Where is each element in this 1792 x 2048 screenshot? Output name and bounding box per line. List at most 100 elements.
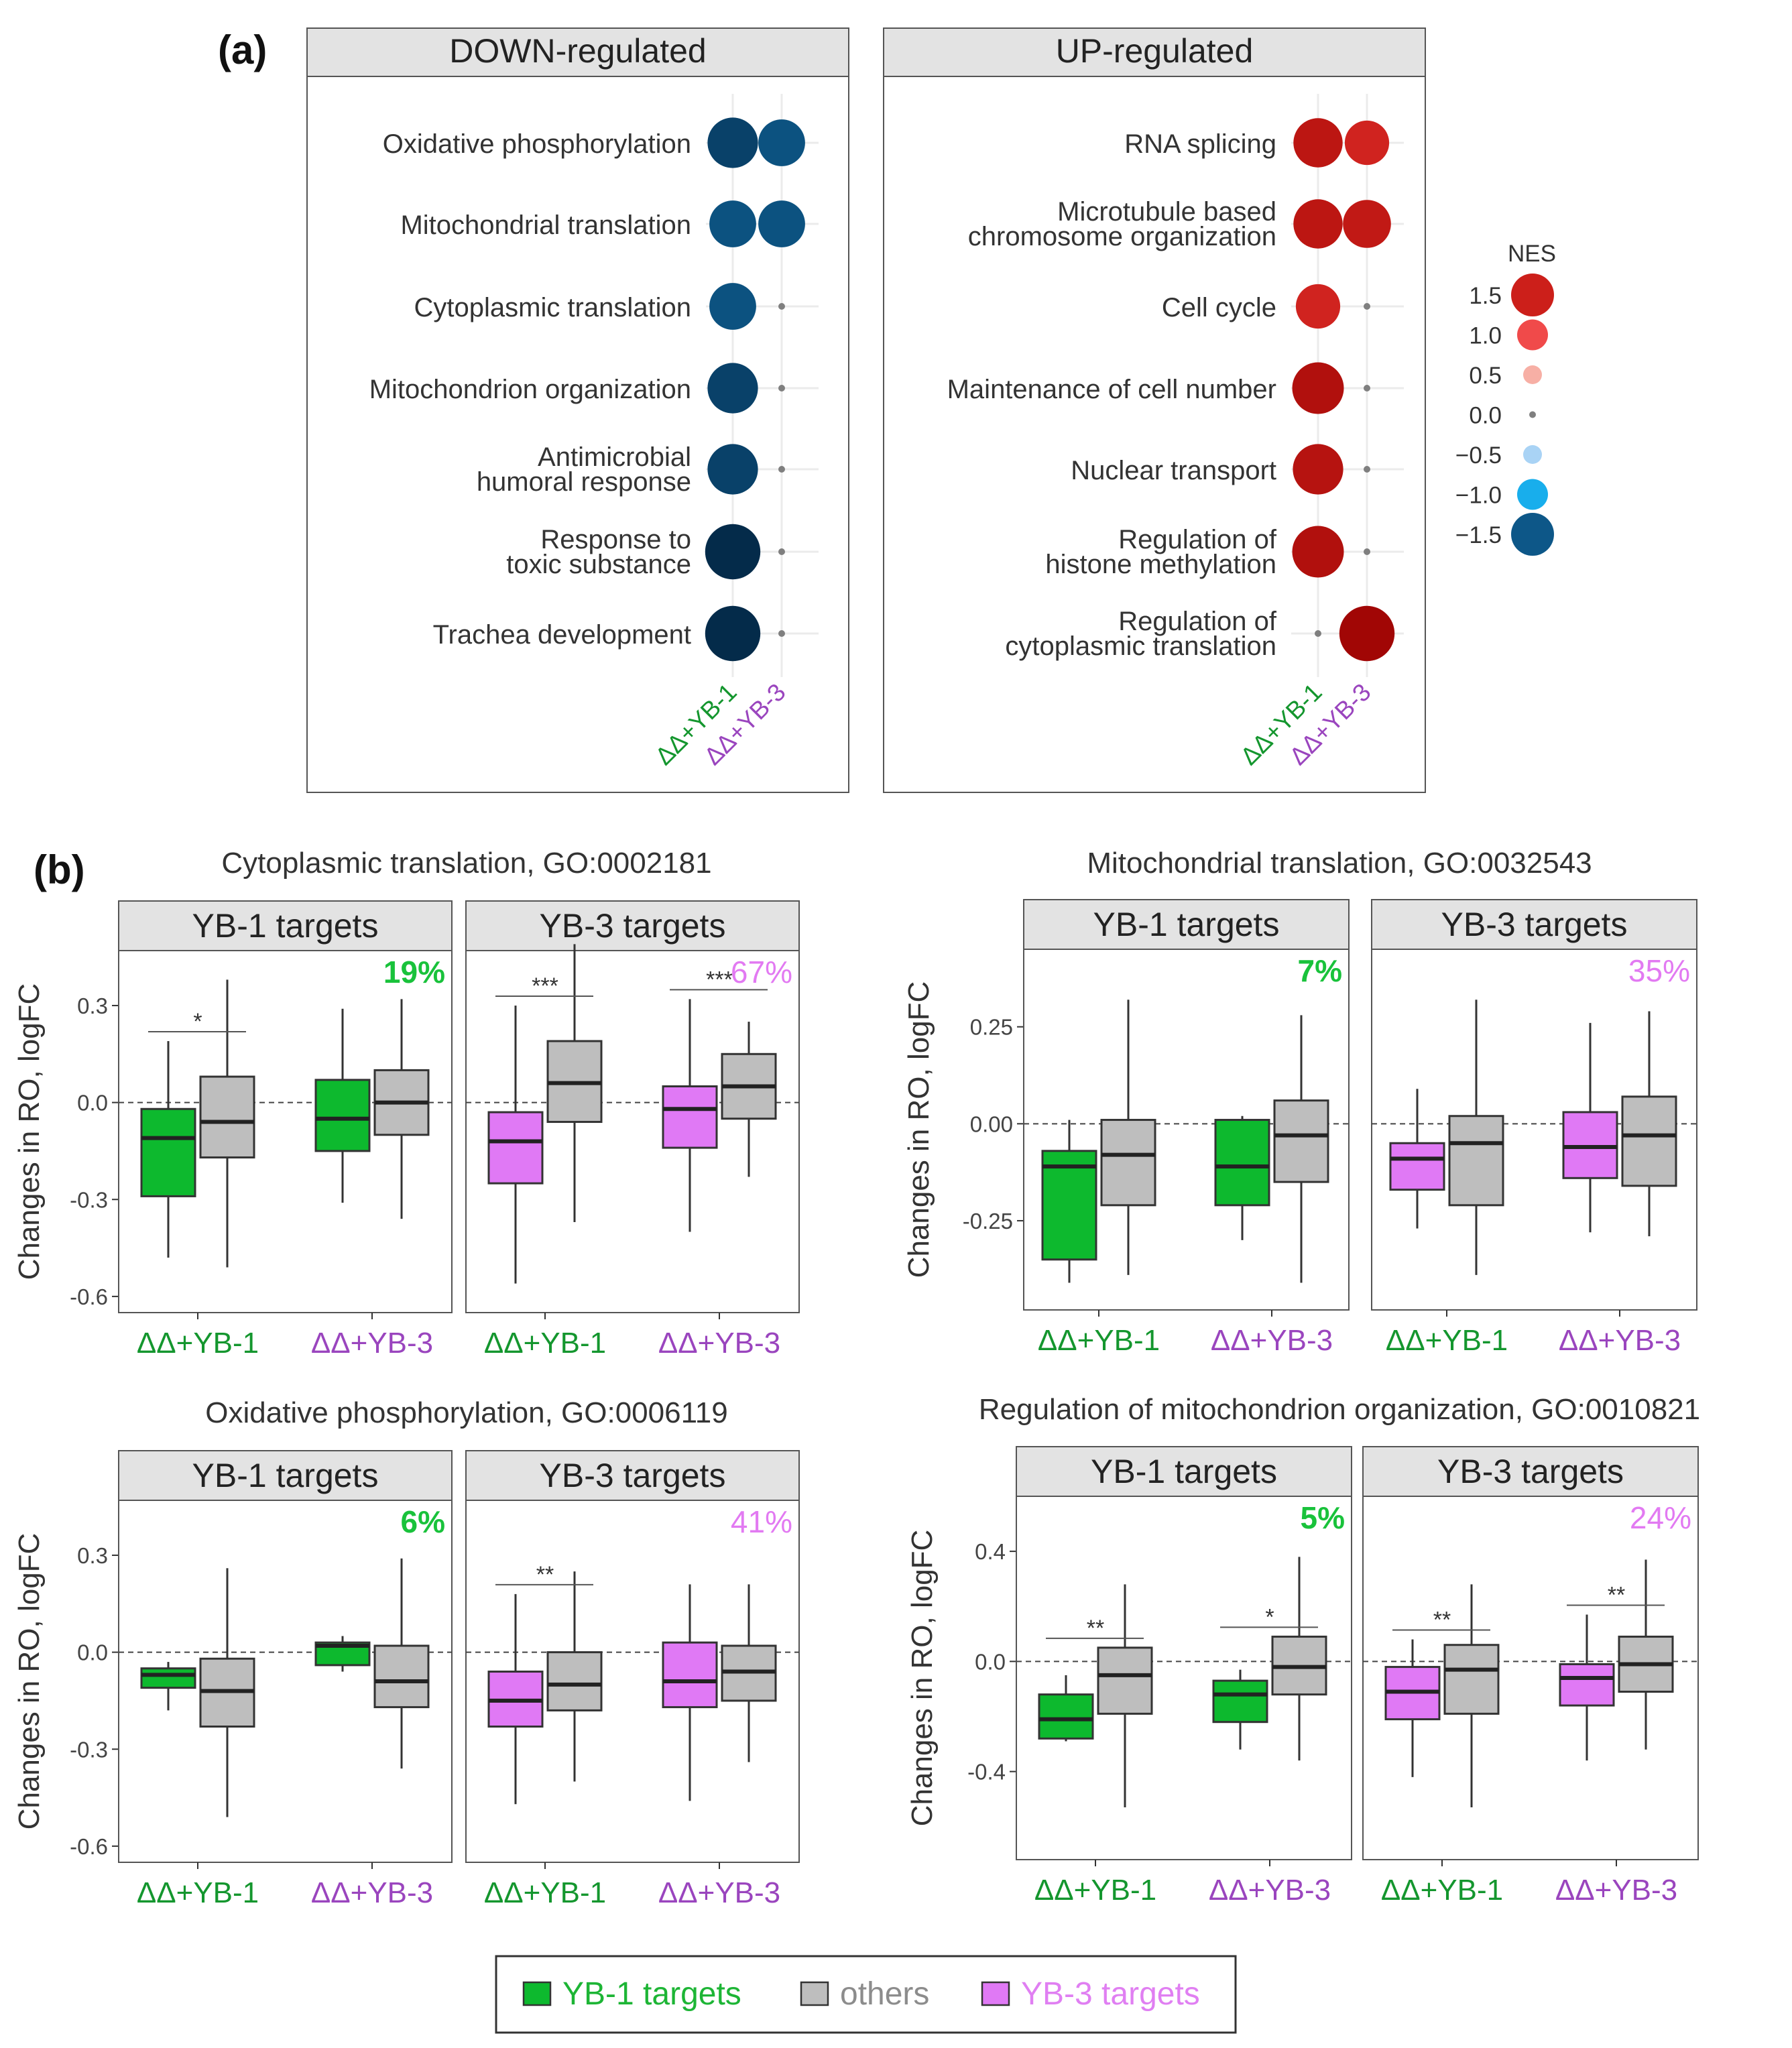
facet-percent-1: 67% bbox=[731, 955, 792, 989]
nes-legend-dot-3 bbox=[1529, 411, 1536, 418]
boxplot-mitochondrial-translation: Mitochondrial translation, GO:0032543 Cha… bbox=[902, 847, 1697, 1357]
box-other-0-1-box bbox=[373, 1644, 430, 1709]
y-tick-label-0: 0.25 bbox=[970, 1015, 1013, 1040]
facet-strip-1 bbox=[1362, 1446, 1699, 1497]
term-label: RNA splicing bbox=[1124, 129, 1276, 159]
x-tick-label-0-1: ΔΔ+YB-3 bbox=[1211, 1324, 1333, 1357]
term-label: Nuclear transport bbox=[1071, 456, 1276, 485]
box-target-0-1-box bbox=[1212, 1679, 1268, 1724]
facet-percent-1: 41% bbox=[731, 1504, 792, 1539]
nes-legend-dot-5 bbox=[1517, 479, 1548, 510]
facet-strip-1 bbox=[1371, 899, 1697, 950]
sig-marker-0-1: * bbox=[1265, 1604, 1274, 1630]
term-label: Trachea development bbox=[433, 620, 691, 650]
y-tick-label-3: -0.6 bbox=[70, 1834, 108, 1859]
box-other-0-0-box bbox=[1097, 1646, 1153, 1715]
term-label: Oxidative phosphorylation bbox=[383, 129, 691, 159]
nes-legend-label-3: 0.0 bbox=[1469, 403, 1502, 429]
facet-percent-0: 19% bbox=[383, 955, 445, 989]
nes-legend-label-4: −0.5 bbox=[1455, 442, 1502, 469]
term-label: chromosome organization bbox=[968, 222, 1276, 251]
y-axis-label: Changes in RO, logFC bbox=[13, 983, 46, 1280]
facet-strip-0 bbox=[1023, 899, 1350, 950]
sig-marker-1-0: ** bbox=[1433, 1608, 1451, 1633]
boxplot-mitochondrion-organization: Regulation of mitochondrion organization… bbox=[906, 1393, 1700, 1907]
box-target-1-1-box bbox=[1559, 1663, 1615, 1707]
term-label: Cell cycle bbox=[1162, 293, 1276, 322]
nes-dot-down-0-1 bbox=[758, 119, 805, 166]
legend-swatch-yb3 bbox=[981, 1981, 1010, 2006]
box-other-0-0-box bbox=[1100, 1119, 1156, 1207]
legend-swatch-yb1 bbox=[522, 1981, 552, 2006]
nes-dot-up-5-1 bbox=[1364, 548, 1370, 555]
term-label: Mitochondrial translation bbox=[400, 210, 691, 240]
facet-title-1: YB-3 targets bbox=[540, 1457, 726, 1494]
box-other-1-1-box bbox=[1621, 1095, 1677, 1187]
nes-dot-up-4-1 bbox=[1364, 466, 1370, 473]
y-tick-label-0: 0.4 bbox=[975, 1539, 1006, 1564]
nes-dot-up-2-1 bbox=[1364, 303, 1370, 310]
nes-dot-up-3-1 bbox=[1364, 385, 1370, 391]
nes-dot-down-0-0 bbox=[707, 117, 758, 168]
facet-frame-down bbox=[306, 76, 849, 793]
facet-strip-1 bbox=[465, 1450, 800, 1501]
facet-title-up: UP-regulated bbox=[1056, 32, 1254, 70]
y-tick-label-2: -0.3 bbox=[70, 1187, 108, 1212]
x-tick-label-1-0: ΔΔ+YB-1 bbox=[1381, 1874, 1503, 1907]
sig-marker-1-0: ** bbox=[536, 1562, 554, 1587]
facet-title-1: YB-3 targets bbox=[1441, 906, 1628, 943]
panel-title: Cytoplasmic translation, GO:0002181 bbox=[221, 847, 711, 880]
term-label: Mitochondrion organization bbox=[369, 375, 691, 404]
box-target-0-0-box bbox=[1038, 1693, 1094, 1740]
panel-title: Mitochondrial translation, GO:0032543 bbox=[1087, 847, 1592, 880]
nes-legend-dot-2 bbox=[1523, 365, 1542, 384]
box-other-0-0-box bbox=[199, 1075, 255, 1159]
box-target-1-1-box bbox=[662, 1085, 718, 1149]
legend-label-yb3: YB-3 targets bbox=[1021, 1976, 1200, 2012]
boxplot-cytoplasmic-translation: Cytoplasmic translation, GO:0002181 Chang… bbox=[13, 847, 800, 1360]
y-tick-label-2: -0.3 bbox=[70, 1737, 108, 1762]
facet-strip-0 bbox=[118, 900, 453, 951]
x-tick-label-0-1: ΔΔ+YB-3 bbox=[1209, 1874, 1331, 1907]
box-target-0-0-box bbox=[140, 1667, 196, 1689]
panel-a-dotplot: DOWN-regulated Oxidative phosphorylation M… bbox=[306, 27, 1556, 793]
facet-title-1: YB-3 targets bbox=[1437, 1453, 1624, 1490]
term-label: Cytoplasmic translation bbox=[414, 293, 692, 322]
term-label: Regulation of bbox=[1118, 607, 1277, 636]
nes-legend-dot-1 bbox=[1517, 319, 1548, 351]
box-target-1-0-box bbox=[1389, 1142, 1445, 1191]
nes-dot-up-5-0 bbox=[1292, 526, 1344, 578]
facet-strip-up bbox=[883, 27, 1426, 77]
facet-title-1: YB-3 targets bbox=[540, 907, 726, 945]
nes-legend-dot-0 bbox=[1511, 274, 1554, 316]
x-tick-label-1-1: ΔΔ+YB-3 bbox=[1555, 1874, 1677, 1907]
box-other-1-0-box bbox=[1443, 1644, 1500, 1715]
term-label: Response to bbox=[540, 525, 691, 554]
nes-legend-label-6: −1.5 bbox=[1455, 522, 1502, 548]
x-tick-label-1-0: ΔΔ+YB-1 bbox=[484, 1327, 606, 1360]
boxplot-oxidative-phosphorylation: Oxidative phosphorylation, GO:0006119 Cha… bbox=[13, 1396, 800, 1909]
nes-dot-down-5-0 bbox=[705, 524, 761, 580]
x-tick-label-0-0: ΔΔ+YB-1 bbox=[1034, 1874, 1156, 1907]
x-tick-label-1-0: ΔΔ+YB-1 bbox=[1386, 1324, 1508, 1357]
facet-strip-down bbox=[306, 27, 849, 77]
box-target-0-1-box bbox=[314, 1079, 371, 1152]
box-other-1-0-box bbox=[546, 1651, 603, 1711]
legend-label-other: others bbox=[840, 1976, 929, 2012]
box-other-0-1-box bbox=[1273, 1099, 1329, 1183]
x-tick-label-1-0: ΔΔ+YB-1 bbox=[484, 1876, 606, 1909]
y-tick-label-0: 0.3 bbox=[77, 993, 108, 1018]
x-tick-label-0-1: ΔΔ+YB-3 bbox=[311, 1327, 433, 1360]
nes-legend-label-1: 1.0 bbox=[1469, 323, 1502, 349]
y-tick-label-1: 0.0 bbox=[77, 1640, 108, 1665]
boxplot-legend: YB-1 targets others YB-3 targets bbox=[495, 1955, 1237, 2034]
facet-title-0: YB-1 targets bbox=[192, 1457, 379, 1494]
term-label: cytoplasmic translation bbox=[1005, 631, 1276, 661]
y-axis-label: Changes in RO, logFC bbox=[902, 981, 935, 1278]
sig-marker-1-0: *** bbox=[532, 973, 558, 999]
nes-dot-up-0-1 bbox=[1344, 120, 1390, 166]
facet-title-0: YB-1 targets bbox=[1091, 1453, 1277, 1490]
term-label: Microtubule based bbox=[1057, 197, 1276, 227]
nes-dot-down-3-0 bbox=[707, 363, 758, 414]
